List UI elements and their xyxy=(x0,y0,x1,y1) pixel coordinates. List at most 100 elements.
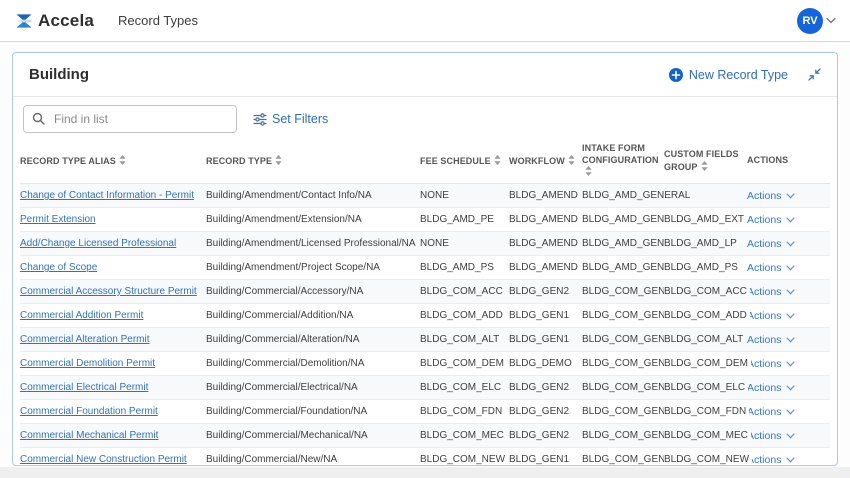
actions-cell: Actions xyxy=(747,190,830,202)
sort-icon xyxy=(585,166,592,177)
intake-form-configuration-cell: BLDG_COM_GEN xyxy=(582,382,666,394)
table-row: Commercial Addition Permit Building/Comm… xyxy=(20,304,830,329)
chevron-down-icon xyxy=(786,432,796,439)
column-header[interactable]: WORKFLOW xyxy=(509,154,582,168)
actions-dropdown-button[interactable]: Actions xyxy=(747,238,796,250)
record-type-alias-cell: Commercial Demolition Permit xyxy=(20,358,206,369)
page-bottom-strip xyxy=(0,467,850,478)
workflow-cell: BLDG_AMEND xyxy=(509,214,578,226)
brand-name: Accela xyxy=(38,10,95,30)
chevron-down-icon xyxy=(786,192,796,199)
user-menu-chevron-down-icon[interactable] xyxy=(826,17,836,24)
custom-fields-group-cell: BLDG_COM_NEW xyxy=(664,454,753,465)
actions-dropdown-button[interactable]: Actions xyxy=(747,190,796,202)
top-bar: Accela Record Types RV xyxy=(0,0,850,42)
record-type-alias-link[interactable]: Change of Scope xyxy=(20,262,98,274)
workflow-cell: BLDG_GEN2 xyxy=(509,286,570,298)
fee-schedule-cell: BLDG_COM_ACC xyxy=(420,286,503,298)
record-type-alias-link[interactable]: Commercial Electrical Permit xyxy=(20,382,149,394)
sort-icon xyxy=(119,154,126,165)
table-body: Change of Contact Information - Permit B… xyxy=(20,184,830,466)
actions-cell: Actions xyxy=(747,286,830,298)
table-row: Commercial Accessory Structure Permit Bu… xyxy=(20,280,830,305)
actions-dropdown-button[interactable]: Actions xyxy=(747,310,796,322)
column-header[interactable]: CUSTOM FIELDS GROUP xyxy=(664,148,739,172)
actions-cell: Actions xyxy=(747,382,830,394)
search-input[interactable] xyxy=(23,105,237,133)
intake-form-configuration-cell: BLDG_AMD_GENERAL xyxy=(582,262,691,274)
fee-schedule-cell: BLDG_AMD_PS xyxy=(420,262,494,274)
column-header[interactable]: INTAKE FORM CONFIGURATION xyxy=(582,143,664,179)
user-avatar[interactable]: RV xyxy=(797,7,823,34)
new-record-type-button[interactable]: New Record Type xyxy=(668,67,788,82)
fee-schedule-cell: BLDG_COM_DEM xyxy=(420,358,504,370)
actions-dropdown-button[interactable]: Actions xyxy=(747,262,796,274)
intake-form-configuration-cell: BLDG_COM_GEN xyxy=(582,334,666,346)
record-type-alias-link[interactable]: Commercial Addition Permit xyxy=(20,310,144,322)
record-type-alias-cell: Commercial Foundation Permit xyxy=(20,406,206,417)
intake-form-configuration-cell: BLDG_AMD_GENERAL xyxy=(582,190,691,202)
record-type-alias-link[interactable]: Change of Contact Information - Permit xyxy=(20,190,194,202)
collapse-panel-button[interactable] xyxy=(808,68,821,81)
workflow-cell: BLDG_GEN2 xyxy=(509,430,570,442)
sort-icon xyxy=(700,160,708,171)
accela-brand: Accela xyxy=(14,11,94,31)
actions-cell: Actions xyxy=(747,310,830,322)
record-type-cell: Building/Amendment/Contact Info/NA xyxy=(206,190,372,202)
actions-dropdown-button[interactable]: Actions xyxy=(747,358,796,370)
record-type-cell: Building/Commercial/Demolition/NA xyxy=(206,358,365,370)
actions-dropdown-button[interactable]: Actions xyxy=(747,454,796,465)
fee-schedule-cell: BLDG_COM_ALT xyxy=(420,334,500,346)
column-header[interactable]: ACTIONS xyxy=(747,155,789,166)
custom-fields-group-cell: BLDG_COM_MEC xyxy=(664,430,751,442)
fee-schedule-cell: NONE xyxy=(420,190,449,202)
fee-schedule-cell: BLDG_COM_ELC xyxy=(420,382,502,394)
chevron-down-icon xyxy=(786,264,796,271)
set-filters-label: Set Filters xyxy=(272,112,329,126)
actions-dropdown-button[interactable]: Actions xyxy=(747,406,796,418)
record-type-alias-link[interactable]: Add/Change Licensed Professional xyxy=(20,238,177,250)
custom-fields-group-cell: BLDG_COM_ACC xyxy=(664,286,750,298)
actions-dropdown-button[interactable]: Actions xyxy=(747,286,796,298)
record-type-cell: Building/Commercial/Mechanical/NA xyxy=(206,430,368,442)
record-type-alias-link[interactable]: Commercial Foundation Permit xyxy=(20,406,158,418)
actions-dropdown-button[interactable]: Actions xyxy=(747,430,796,442)
table-row: Commercial Demolition Permit Building/Co… xyxy=(20,352,830,377)
record-type-alias-link[interactable]: Commercial Alteration Permit xyxy=(20,334,150,346)
intake-form-configuration-cell: BLDG_COM_GEN xyxy=(582,310,666,322)
chevron-down-icon xyxy=(786,408,796,415)
chevron-down-icon xyxy=(786,216,796,223)
search-icon xyxy=(32,112,45,130)
record-type-alias-link[interactable]: Commercial New Construction Permit xyxy=(20,454,187,466)
column-header[interactable]: FEE SCHEDULE xyxy=(420,154,509,168)
table-row: Change of Scope Building/Amendment/Proje… xyxy=(20,256,830,281)
table-row: Change of Contact Information - Permit B… xyxy=(20,184,830,209)
record-type-alias-link[interactable]: Commercial Demolition Permit xyxy=(20,358,156,370)
custom-fields-group-cell: BLDG_COM_ELC xyxy=(664,382,749,394)
panel-title: Building xyxy=(29,66,89,83)
fee-schedule-cell: BLDG_COM_NEW xyxy=(420,454,506,466)
set-filters-button[interactable]: Set Filters xyxy=(253,112,328,126)
actions-dropdown-button[interactable]: Actions xyxy=(747,334,796,346)
record-type-cell: Building/Commercial/Accessory/NA xyxy=(206,286,364,298)
record-type-alias-cell: Commercial Addition Permit xyxy=(20,310,206,321)
actions-dropdown-button[interactable]: Actions xyxy=(747,214,796,226)
record-type-cell: Building/Commercial/Alteration/NA xyxy=(206,334,360,346)
record-type-alias-link[interactable]: Commercial Mechanical Permit xyxy=(20,430,159,442)
actions-cell: Actions xyxy=(747,334,830,346)
workflow-cell: BLDG_DEMO xyxy=(509,358,572,370)
table-row: Permit Extension Building/Amendment/Exte… xyxy=(20,208,830,233)
fee-schedule-cell: NONE xyxy=(420,238,449,250)
actions-dropdown-button[interactable]: Actions xyxy=(747,382,796,394)
intake-form-configuration-cell: BLDG_COM_GEN xyxy=(582,430,666,442)
record-type-cell: Building/Amendment/Extension/NA xyxy=(206,214,362,226)
column-header[interactable]: RECORD TYPE xyxy=(206,154,420,168)
record-type-cell: Building/Amendment/Project Scope/NA xyxy=(206,262,380,274)
record-type-alias-link[interactable]: Permit Extension xyxy=(20,214,96,226)
column-header[interactable]: RECORD TYPE ALIAS xyxy=(20,154,206,168)
record-type-cell: Building/Commercial/Electrical/NA xyxy=(206,382,358,394)
record-type-alias-link[interactable]: Commercial Accessory Structure Permit xyxy=(20,286,197,298)
chevron-down-icon xyxy=(786,360,796,367)
intake-form-configuration-cell: BLDG_COM_GEN xyxy=(582,358,666,370)
page-title: Record Types xyxy=(118,13,198,28)
